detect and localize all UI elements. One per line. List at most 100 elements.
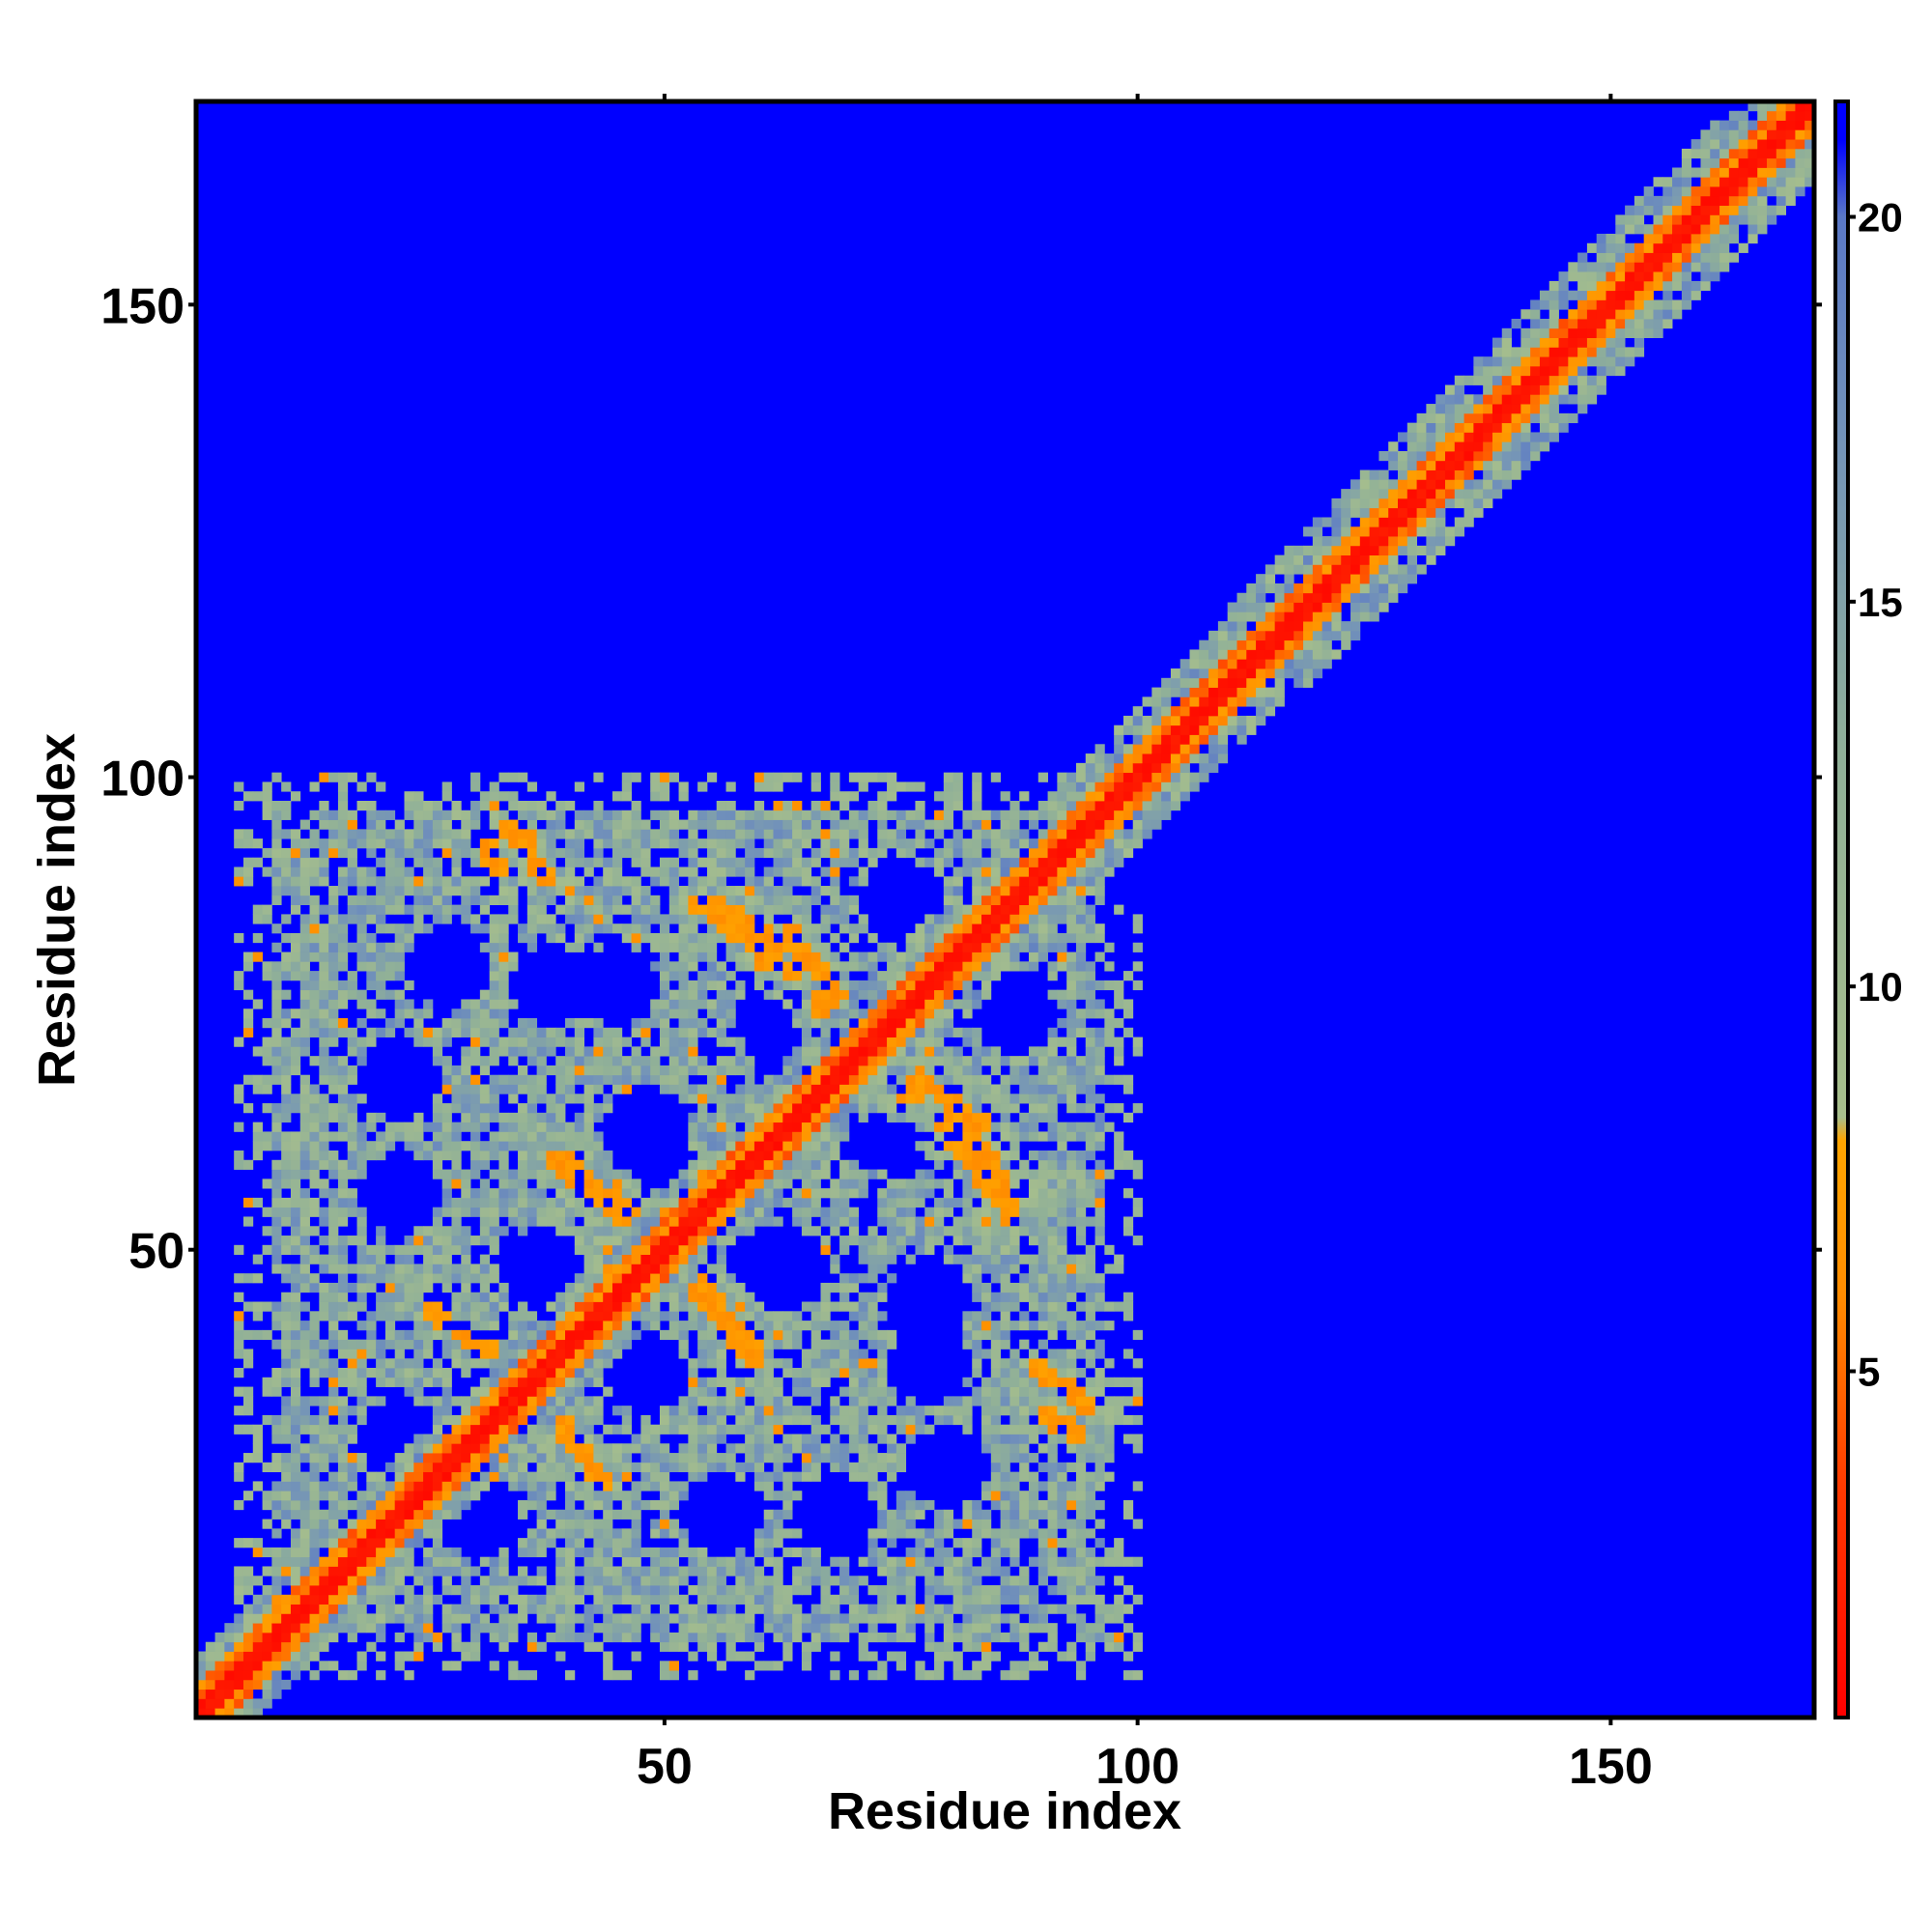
heatmap-cell [366, 1282, 377, 1293]
heatmap-cell [792, 1406, 803, 1416]
heatmap-cell [234, 1349, 244, 1359]
heatmap-cell [745, 1329, 755, 1341]
heatmap-cell [621, 1037, 632, 1047]
heatmap-cell [697, 1188, 708, 1199]
heatmap-cell [366, 1566, 377, 1577]
heatmap-cell [716, 1556, 726, 1567]
heatmap-cell [574, 819, 585, 830]
heatmap-cell [895, 1576, 907, 1586]
heatmap-cell [877, 772, 888, 782]
heatmap-cell [536, 895, 547, 905]
heatmap-cell [621, 1264, 632, 1274]
heatmap-cell [470, 1046, 481, 1057]
heatmap-cell [565, 1406, 576, 1416]
heatmap-cell [423, 1273, 434, 1284]
heatmap-cell [782, 1122, 793, 1132]
heatmap-cell [801, 867, 812, 877]
heatmap-cell [668, 904, 679, 915]
heatmap-cell [716, 1179, 726, 1189]
heatmap-cell [441, 1236, 452, 1246]
heatmap-cell [773, 781, 783, 792]
heatmap-cell [972, 1547, 982, 1558]
heatmap-cell [877, 1519, 888, 1529]
heatmap-cell [281, 1131, 292, 1142]
heatmap-cell [366, 1481, 377, 1492]
heatmap-cell [678, 1056, 689, 1066]
heatmap-cell [319, 1056, 329, 1066]
heatmap-cell [347, 1499, 357, 1511]
heatmap-cell [489, 1396, 499, 1406]
heatmap-cell [555, 1519, 566, 1529]
heatmap-cell [962, 1604, 973, 1614]
heatmap-cell [242, 1301, 254, 1312]
heatmap-cell [735, 961, 746, 972]
heatmap-cell [328, 1084, 339, 1094]
heatmap-cell [565, 1131, 576, 1142]
heatmap-cell [830, 1264, 840, 1274]
heatmap-cell [252, 1641, 263, 1652]
heatmap-cell [583, 1623, 594, 1634]
heatmap-cell [867, 1424, 878, 1435]
heatmap-cell [356, 1538, 367, 1548]
heatmap-cell [593, 876, 604, 887]
heatmap-cell [895, 1406, 907, 1416]
heatmap-cell [309, 1443, 320, 1454]
heatmap-cell [895, 1197, 907, 1208]
heatmap-cell [376, 923, 386, 934]
heatmap-cell [319, 772, 329, 782]
heatmap-cell [432, 895, 443, 905]
heatmap-cell [678, 1414, 689, 1426]
heatmap-cell [697, 781, 708, 792]
heatmap-cell [299, 1329, 310, 1341]
heatmap-cell [943, 1046, 954, 1057]
heatmap-cell [650, 1311, 661, 1321]
heatmap-cell [328, 847, 339, 859]
heatmap-cell [659, 1453, 670, 1463]
heatmap-cell [839, 1301, 850, 1312]
heatmap-cell [867, 1226, 878, 1236]
heatmap-cell [526, 1547, 538, 1558]
heatmap-cell [299, 1538, 310, 1548]
heatmap-cell [461, 1499, 471, 1511]
heatmap-cell [725, 923, 736, 934]
heatmap-cell [404, 1282, 414, 1293]
heatmap-cell [952, 1065, 963, 1076]
heatmap-cell [915, 838, 925, 849]
heatmap-cell [508, 1576, 519, 1586]
heatmap-cell [697, 1159, 708, 1170]
heatmap-cell [895, 847, 907, 859]
heatmap-cell [735, 1141, 746, 1151]
heatmap-cell [943, 1414, 954, 1426]
heatmap-cell [281, 1084, 292, 1094]
heatmap-cell [479, 1396, 491, 1406]
heatmap-cell [801, 1471, 812, 1482]
heatmap-cell [924, 1604, 935, 1614]
heatmap-cell [952, 1566, 963, 1577]
heatmap-cell [716, 1150, 726, 1161]
heatmap-cell [839, 1414, 850, 1426]
heatmap-cell [546, 810, 556, 820]
heatmap-cell [678, 999, 689, 1009]
heatmap-cell [820, 1594, 831, 1605]
heatmap-cell [877, 1169, 888, 1179]
heatmap-cell [498, 1018, 509, 1029]
heatmap-cell [526, 886, 538, 896]
heatmap-cell [337, 1103, 349, 1114]
heatmap-cell [394, 1566, 405, 1577]
heatmap-cell [328, 923, 339, 934]
heatmap-cell [830, 1150, 840, 1161]
heatmap-cell [706, 999, 718, 1009]
heatmap-cell [394, 1538, 405, 1548]
heatmap-cell [281, 857, 292, 867]
heatmap-cell [716, 1339, 726, 1350]
heatmap-cell [413, 1491, 424, 1501]
heatmap-cell [716, 1292, 726, 1302]
heatmap-cell [423, 810, 434, 820]
heatmap-cell [536, 1576, 547, 1586]
heatmap-cell [394, 1377, 405, 1387]
heatmap-cell [498, 914, 509, 924]
heatmap-cell [234, 1329, 244, 1341]
heatmap-cell [915, 1122, 925, 1132]
heatmap-cell [271, 1377, 282, 1387]
heatmap-cell [593, 1037, 604, 1047]
